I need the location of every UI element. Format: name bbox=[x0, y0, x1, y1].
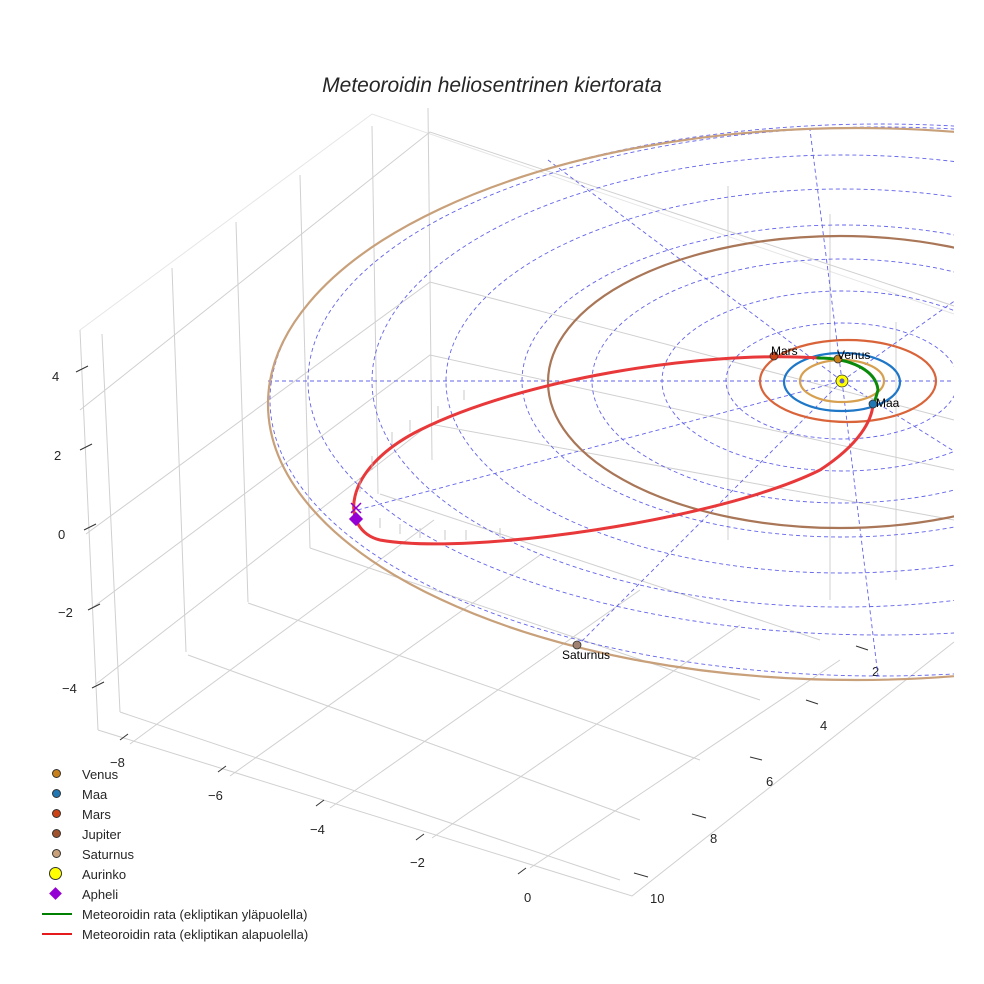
legend-item-orbit-below[interactable]: Meteoroidin rata (ekliptikan alapuolella… bbox=[36, 924, 308, 944]
svg-text:2: 2 bbox=[54, 448, 61, 463]
svg-text:10: 10 bbox=[650, 891, 664, 906]
maa-marker bbox=[868, 399, 878, 409]
jupiter-orbit bbox=[546, 234, 954, 530]
saturnus-orbit bbox=[267, 126, 954, 682]
svg-text:−2: −2 bbox=[410, 855, 425, 870]
legend-item-mars[interactable]: Mars bbox=[36, 804, 308, 824]
planet-orbits bbox=[267, 126, 954, 682]
svg-text:8: 8 bbox=[710, 831, 717, 846]
legend-item-saturnus[interactable]: Saturnus bbox=[36, 844, 308, 864]
svg-text:0: 0 bbox=[524, 890, 531, 905]
maa-orbit bbox=[782, 351, 902, 413]
orbit-above-ecliptic bbox=[816, 356, 880, 406]
svg-text:6: 6 bbox=[766, 774, 773, 789]
legend-item-apheli[interactable]: Apheli bbox=[36, 884, 308, 904]
legend-item-aurinko[interactable]: Aurinko bbox=[36, 864, 308, 884]
mars-label: Mars bbox=[771, 344, 798, 358]
maa-dot-icon bbox=[52, 789, 61, 798]
y-axis-tick-labels: 2 4 6 8 10 bbox=[650, 664, 879, 906]
aurinko-dot-icon bbox=[49, 867, 62, 880]
saturnus-dot-icon bbox=[52, 849, 61, 858]
svg-text:4: 4 bbox=[52, 369, 59, 384]
apheli-marker bbox=[348, 502, 364, 527]
svg-text:4: 4 bbox=[820, 718, 827, 733]
mars-orbit bbox=[758, 338, 938, 424]
legend-item-jupiter[interactable]: Jupiter bbox=[36, 824, 308, 844]
saturnus-marker bbox=[572, 640, 582, 650]
svg-text:2: 2 bbox=[872, 664, 879, 679]
svg-text:−4: −4 bbox=[62, 681, 77, 696]
svg-text:−2: −2 bbox=[58, 605, 73, 620]
x-axis-tick-labels: −8 −6 −4 −2 0 bbox=[110, 755, 531, 905]
venus-marker bbox=[833, 354, 843, 364]
venus-dot-icon bbox=[52, 769, 61, 778]
orbit-below-ecliptic bbox=[352, 355, 875, 546]
red-line-icon bbox=[42, 933, 72, 935]
mars-dot-icon bbox=[52, 809, 61, 818]
chart-title: Meteoroidin heliosentrinen kiertorata bbox=[322, 74, 662, 97]
z-axis-tick-labels: 4 2 0 −2 −4 bbox=[52, 369, 77, 696]
ecliptic-polar-grid bbox=[268, 123, 954, 677]
legend-item-venus[interactable]: Venus bbox=[36, 764, 308, 784]
venus-label: Venus bbox=[837, 348, 870, 362]
jupiter-dot-icon bbox=[52, 829, 61, 838]
legend-item-orbit-above[interactable]: Meteoroidin rata (ekliptikan yläpuolella… bbox=[36, 904, 308, 924]
legend-item-maa[interactable]: Maa bbox=[36, 784, 308, 804]
svg-text:−4: −4 bbox=[310, 822, 325, 837]
planet-markers bbox=[572, 351, 878, 650]
axis-ticks bbox=[75, 365, 869, 878]
droplines bbox=[359, 390, 501, 540]
meteoroid-orbit bbox=[352, 355, 880, 546]
saturnus-label: Saturnus bbox=[562, 648, 610, 662]
svg-text:0: 0 bbox=[58, 527, 65, 542]
apheli-diamond-icon bbox=[49, 887, 62, 900]
maa-label: Maa bbox=[876, 396, 900, 410]
svg-text:−6: −6 bbox=[208, 788, 223, 803]
svg-text:−8: −8 bbox=[110, 755, 125, 770]
legend: Venus Maa Mars Jupiter Saturnus Aurinko … bbox=[36, 764, 308, 944]
mars-marker bbox=[769, 351, 779, 361]
green-line-icon bbox=[42, 913, 72, 915]
